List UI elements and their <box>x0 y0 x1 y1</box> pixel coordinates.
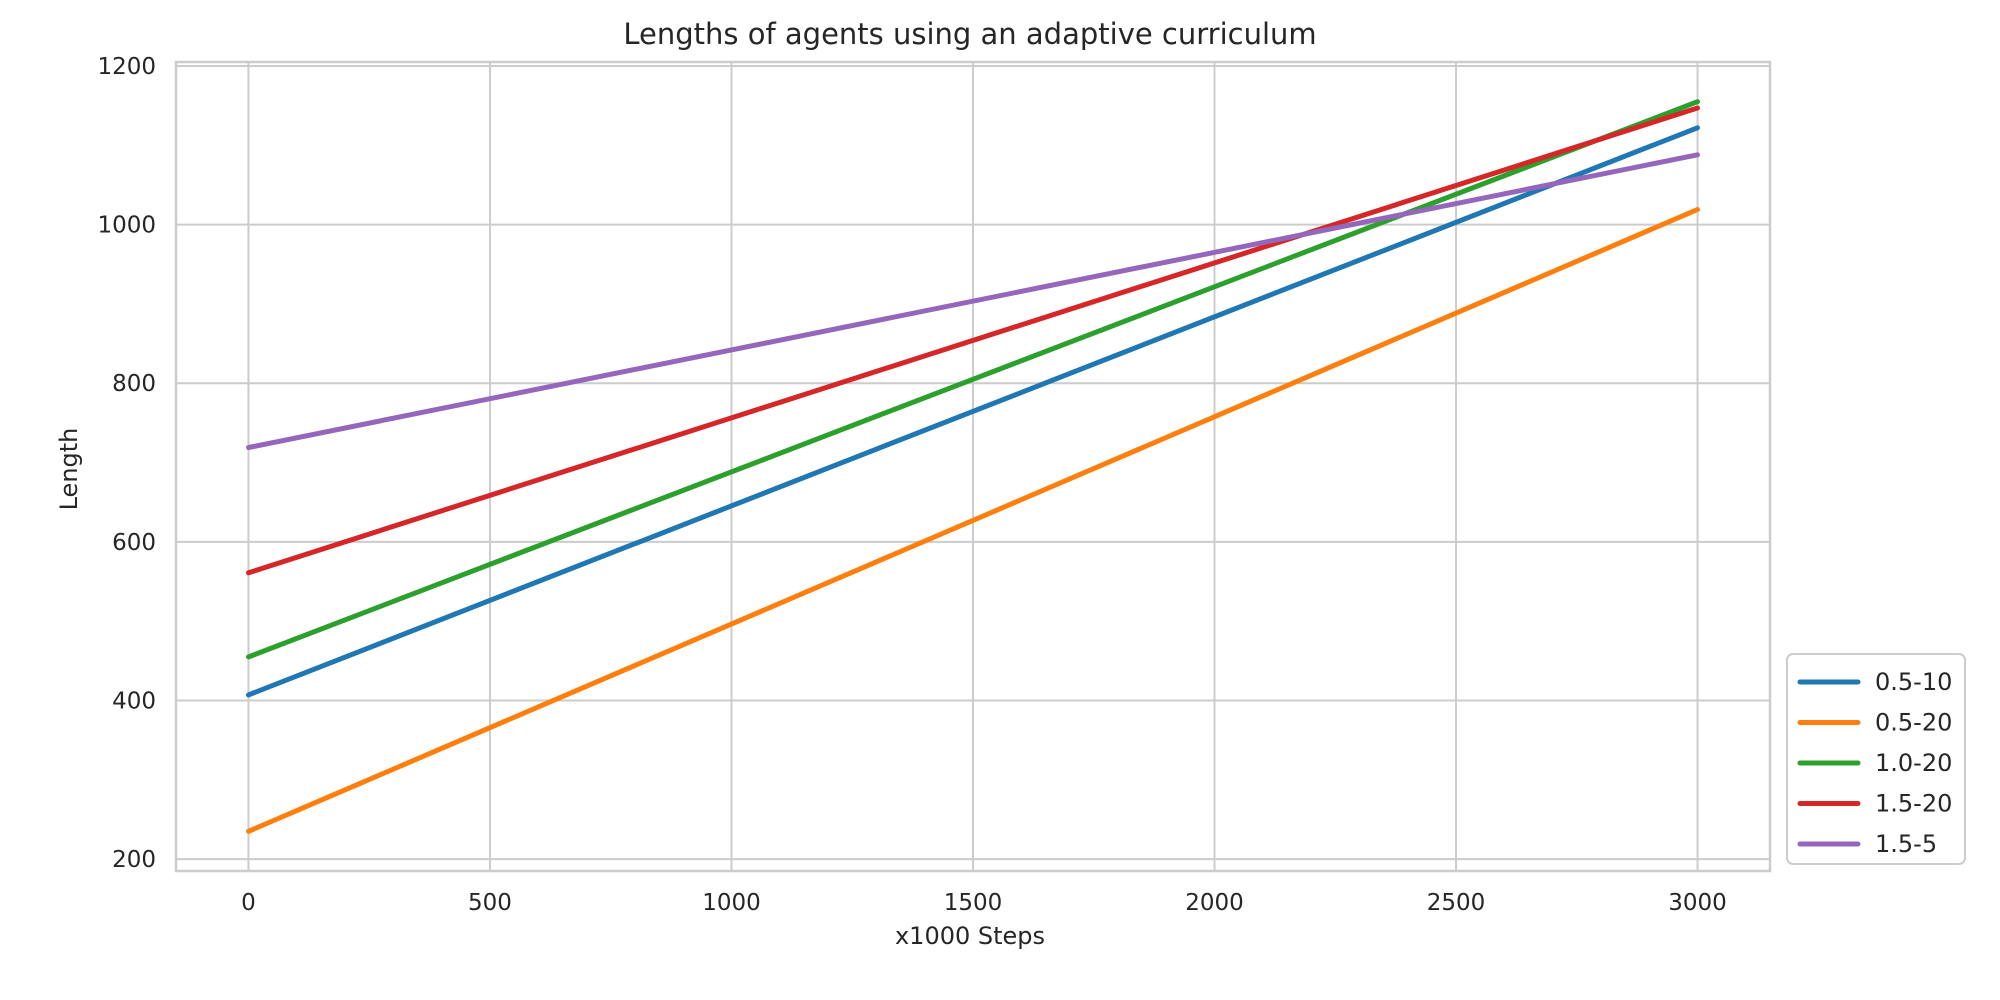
x-tick-label: 1000 <box>702 890 761 916</box>
series-line-0.5-20 <box>246 207 1700 834</box>
x-tick-label: 2500 <box>1427 890 1486 916</box>
y-tick-label: 200 <box>112 847 156 873</box>
legend-label: 1.5-5 <box>1875 830 1937 858</box>
legend-label: 1.0-20 <box>1875 749 1952 777</box>
y-tick-label: 1200 <box>97 54 156 80</box>
legend-label: 1.5-20 <box>1875 790 1952 818</box>
legend-label: 0.5-10 <box>1875 668 1952 696</box>
x-axis-label: x1000 Steps <box>895 922 1045 950</box>
x-gridlines <box>247 62 1699 871</box>
y-axis-ticks: 200 400 600 800 1000 1200 <box>97 54 156 873</box>
x-tick-label: 1500 <box>944 890 1003 916</box>
x-tick-label: 3000 <box>1668 890 1727 916</box>
y-tick-label: 800 <box>112 371 156 397</box>
chart-title: Lengths of agents using an adaptive curr… <box>623 17 1316 51</box>
legend-item: 1.0-20 <box>1797 749 1952 777</box>
x-tick-label: 0 <box>241 890 256 916</box>
x-tick-label: 2000 <box>1185 890 1244 916</box>
x-axis-ticks: 0 500 1000 1500 2000 2500 3000 <box>241 890 1727 916</box>
x-tick-label: 500 <box>468 890 512 916</box>
legend-box <box>1786 653 1966 865</box>
legend-item: 1.5-5 <box>1797 830 1937 858</box>
legend-item: 1.5-20 <box>1797 790 1952 818</box>
series-line-0.5-10 <box>246 125 1700 698</box>
y-tick-label: 600 <box>112 530 156 556</box>
y-gridlines <box>176 64 1770 861</box>
legend-item: 0.5-10 <box>1797 668 1952 696</box>
y-tick-label: 400 <box>112 688 156 714</box>
y-axis-label: Length <box>55 428 83 511</box>
series-line-1.5-5 <box>246 152 1700 450</box>
series-line-1.5-20 <box>246 105 1700 576</box>
series-line-1.0-20 <box>246 99 1700 660</box>
legend: 0.5-10 0.5-20 1.0-20 1.5-20 1.5-5 <box>1786 653 1966 865</box>
y-tick-label: 1000 <box>97 213 156 239</box>
legend-label: 0.5-20 <box>1875 709 1952 737</box>
legend-item: 0.5-20 <box>1797 709 1952 737</box>
series-lines <box>246 99 1700 834</box>
